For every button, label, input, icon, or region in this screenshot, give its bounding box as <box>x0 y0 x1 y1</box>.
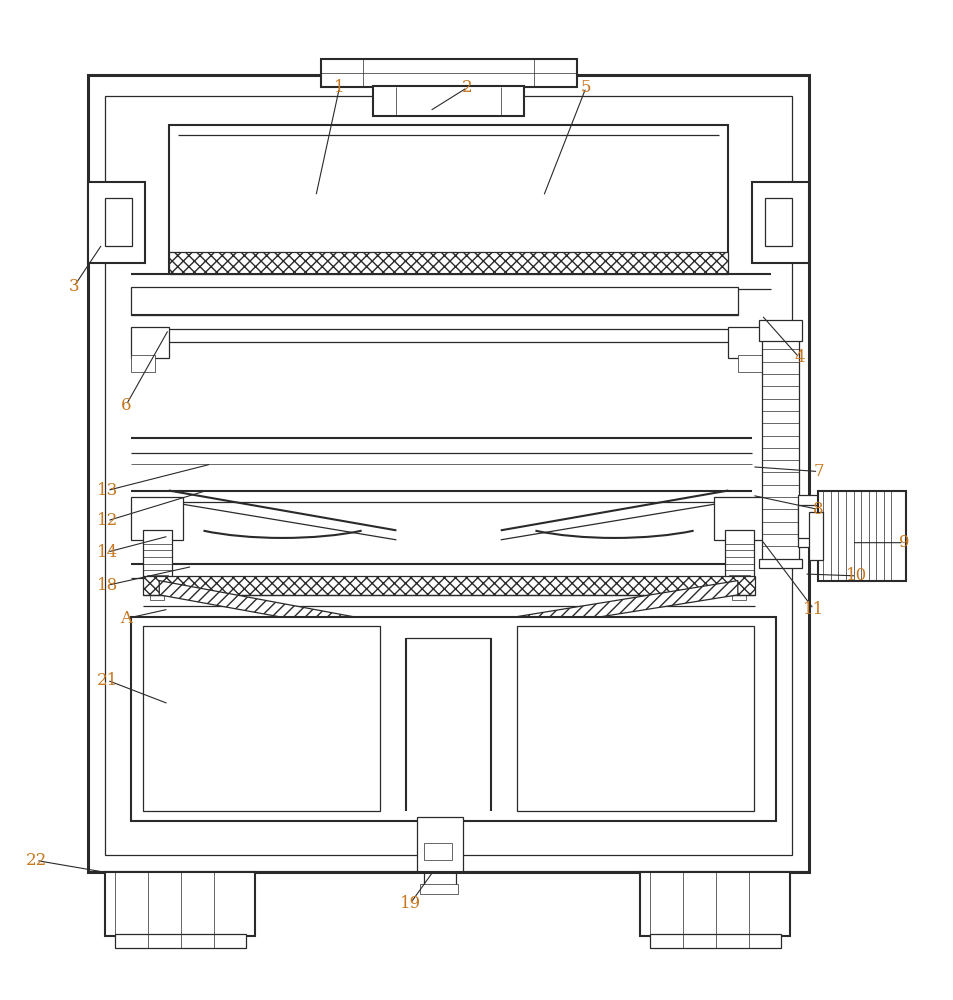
Bar <box>131 355 154 372</box>
Bar <box>169 252 727 274</box>
Text: 2: 2 <box>461 79 473 96</box>
Bar <box>114 934 245 948</box>
Bar <box>169 125 727 272</box>
Bar <box>105 872 254 936</box>
Text: 4: 4 <box>793 349 804 366</box>
Text: 5: 5 <box>580 79 591 96</box>
Text: 6: 6 <box>121 397 132 414</box>
Bar <box>320 59 576 87</box>
Bar <box>143 626 380 811</box>
Polygon shape <box>159 581 429 644</box>
Bar <box>143 576 754 595</box>
Text: 14: 14 <box>96 544 117 561</box>
Bar <box>423 843 452 860</box>
Text: 18: 18 <box>96 577 117 594</box>
Bar <box>147 575 168 589</box>
Text: 21: 21 <box>96 672 117 689</box>
Bar <box>714 497 765 540</box>
Bar <box>818 491 904 581</box>
Bar <box>731 586 745 600</box>
Text: 1: 1 <box>334 79 344 96</box>
Bar <box>764 198 791 246</box>
Bar <box>808 512 822 560</box>
Text: 10: 10 <box>845 567 866 584</box>
Bar <box>143 533 170 554</box>
Text: 11: 11 <box>802 601 823 618</box>
Text: 22: 22 <box>26 852 47 869</box>
Bar <box>416 817 462 872</box>
Text: A: A <box>120 610 132 627</box>
Bar <box>150 586 164 600</box>
Bar <box>105 96 791 855</box>
Bar <box>728 575 749 589</box>
Bar <box>88 75 808 872</box>
Bar <box>724 533 751 554</box>
Text: 8: 8 <box>812 501 822 518</box>
Bar <box>760 337 799 564</box>
Bar <box>737 355 760 372</box>
Bar <box>131 287 737 315</box>
Bar <box>131 327 169 358</box>
Bar <box>88 182 145 263</box>
Text: 19: 19 <box>399 895 420 912</box>
Text: 3: 3 <box>69 278 79 295</box>
Bar <box>105 198 132 246</box>
Bar <box>143 530 172 578</box>
Bar <box>131 497 183 540</box>
Bar <box>639 872 789 936</box>
Bar <box>797 505 849 538</box>
Bar <box>751 182 808 263</box>
Bar <box>415 715 453 732</box>
Text: 12: 12 <box>96 512 117 529</box>
Bar <box>517 626 753 811</box>
Bar <box>724 530 753 578</box>
Bar <box>419 884 457 894</box>
Text: 7: 7 <box>812 463 822 480</box>
Bar <box>373 86 524 116</box>
Polygon shape <box>429 581 737 644</box>
Bar <box>410 638 457 718</box>
Bar <box>758 559 801 568</box>
Bar <box>758 320 801 341</box>
Bar <box>131 617 775 821</box>
Text: 9: 9 <box>898 534 908 551</box>
Text: 13: 13 <box>96 482 117 499</box>
Bar <box>797 495 821 547</box>
Bar <box>727 327 765 358</box>
Bar <box>649 934 780 948</box>
